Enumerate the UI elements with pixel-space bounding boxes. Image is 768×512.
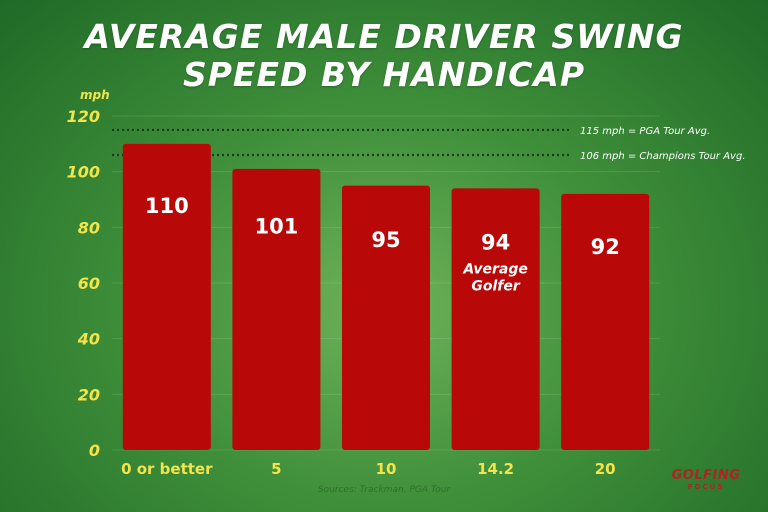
- y-axis-unit-label: mph: [80, 88, 110, 102]
- logo-main-text: GOLFING: [671, 468, 741, 483]
- y-tick-label: 0: [89, 441, 100, 460]
- bar-annotation: Average: [462, 261, 528, 277]
- y-tick-label: 20: [78, 385, 100, 404]
- bar: [451, 188, 540, 450]
- bar-value-label: 95: [371, 228, 400, 252]
- bar: [342, 185, 430, 451]
- y-tick-label: 100: [67, 163, 100, 182]
- bar-value-label: 101: [254, 214, 298, 238]
- source-note: Sources: Trackman, PGA Tour: [317, 485, 451, 495]
- bar: [122, 143, 211, 451]
- y-tick-label: 40: [77, 330, 100, 349]
- x-category-label: 14.2: [477, 460, 514, 478]
- bar-annotation: Golfer: [471, 278, 520, 294]
- bar-value-label: 110: [145, 194, 189, 218]
- x-category-label: 10: [376, 460, 397, 478]
- chart-title-line2: SPEED BY HANDICAP: [182, 55, 586, 94]
- chart-title-line1: AVERAGE MALE DRIVER SWING: [84, 17, 684, 56]
- bar: [232, 168, 321, 450]
- x-category-label: 0 or better: [121, 460, 213, 478]
- y-tick-label: 120: [67, 107, 100, 126]
- y-tick-label: 60: [78, 274, 100, 293]
- logo-sub-text: FOCUS: [687, 483, 725, 491]
- reference-line-label: 115 mph = PGA Tour Avg.: [580, 126, 710, 137]
- bar-value-label: 94: [481, 230, 510, 254]
- x-category-label: 5: [271, 460, 281, 478]
- reference-line-label: 106 mph = Champions Tour Avg.: [580, 151, 746, 162]
- x-category-label: 20: [595, 460, 616, 478]
- golfing-focus-logo: GOLFING FOCUS: [664, 468, 748, 491]
- y-tick-label: 80: [78, 218, 100, 237]
- bar: [561, 193, 650, 450]
- bar-value-label: 92: [591, 235, 620, 259]
